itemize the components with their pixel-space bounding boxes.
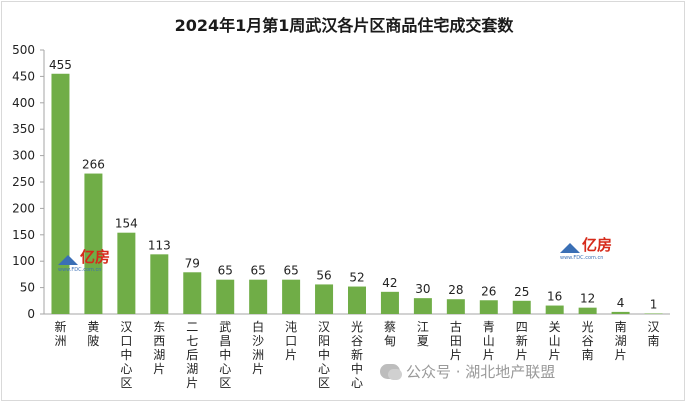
bar (117, 232, 136, 314)
bar (380, 291, 399, 314)
data-label: 266 (82, 158, 105, 172)
category-label: 南湖片 (615, 319, 627, 362)
y-tick-label: 50 (20, 281, 35, 295)
data-label: 65 (218, 264, 233, 278)
bar (578, 307, 597, 314)
data-label: 65 (251, 264, 266, 278)
data-label: 4 (617, 296, 625, 310)
bar (249, 279, 268, 314)
bar (84, 173, 103, 314)
data-label: 56 (316, 268, 331, 282)
data-label: 16 (547, 290, 562, 304)
bar (183, 272, 202, 314)
logo-url-text: www.FDC.com.cn (58, 267, 102, 273)
bar (216, 279, 235, 314)
category-label: 汉南 (648, 320, 660, 348)
y-tick-label: 0 (27, 307, 35, 321)
watermark: 公众号 · 湖北地产联盟 (380, 361, 555, 382)
category-label: 江夏 (417, 320, 429, 348)
category-label: 四新片 (516, 320, 528, 362)
data-label: 12 (580, 292, 595, 306)
data-label: 52 (349, 271, 364, 285)
data-label: 455 (49, 58, 72, 72)
house-icon (560, 243, 580, 253)
bar (644, 313, 663, 314)
logo-url-text: www.FDC.com.cn (560, 255, 604, 261)
category-label: 沌口片 (285, 320, 297, 362)
house-icon (58, 255, 78, 265)
bar (611, 311, 630, 314)
y-tick-label: 200 (12, 201, 35, 215)
category-label: 汉口中心区 (120, 320, 132, 390)
category-label: 白沙洲片 (252, 319, 264, 376)
data-label: 25 (514, 285, 529, 299)
bar (150, 254, 169, 314)
category-label: 关山片 (549, 320, 561, 362)
watermark-text: 公众号 · 湖北地产联盟 (406, 363, 556, 381)
wechat-icon (380, 364, 402, 380)
chart-title: 2024年1月第1周武汉各片区商品住宅成交套数 (174, 16, 514, 35)
category-label: 光谷南 (582, 320, 594, 362)
data-label: 26 (481, 284, 496, 298)
data-label: 30 (415, 282, 430, 296)
category-label: 古田片 (450, 319, 462, 362)
category-label: 蔡甸 (384, 320, 396, 348)
logo-brand-text: 亿房 (582, 236, 613, 254)
category-label: 新洲 (54, 319, 66, 348)
y-tick-label: 400 (12, 96, 35, 110)
y-tick-label: 300 (12, 149, 35, 163)
bar (479, 300, 498, 314)
y-tick-label: 450 (12, 69, 35, 83)
category-label: 东西湖片 (153, 320, 165, 376)
category-label: 黄陂 (87, 320, 99, 348)
y-tick-label: 150 (12, 228, 35, 242)
bar (348, 286, 366, 314)
fdc-logo-right: 亿房 www.FDC.com.cn (560, 236, 613, 261)
bar (446, 299, 465, 314)
fdc-logo-left: 亿房 www.FDC.com.cn (58, 248, 111, 273)
y-tick-label: 350 (12, 122, 35, 136)
category-label: 武昌中心区 (219, 320, 231, 390)
data-label: 1 (650, 297, 658, 311)
data-label: 28 (448, 283, 463, 297)
bar (315, 284, 334, 314)
y-tick-label: 250 (12, 175, 35, 189)
category-label: 青山片 (483, 320, 495, 362)
bar (512, 300, 531, 314)
data-label: 154 (115, 217, 138, 231)
bar (545, 305, 564, 314)
category-label: 二七后湖片 (186, 320, 198, 390)
data-label: 65 (283, 264, 298, 278)
category-label: 汉阳中心区 (318, 320, 330, 390)
y-tick-label: 500 (12, 43, 35, 57)
data-label: 79 (185, 256, 200, 270)
bar (51, 73, 70, 314)
bar (282, 279, 301, 314)
y-tick-label: 100 (12, 254, 35, 268)
data-label: 42 (382, 276, 397, 290)
bar (413, 298, 432, 314)
data-label: 113 (148, 238, 171, 252)
category-label: 光谷新中心 (351, 320, 363, 390)
logo-brand-text: 亿房 (80, 248, 111, 266)
